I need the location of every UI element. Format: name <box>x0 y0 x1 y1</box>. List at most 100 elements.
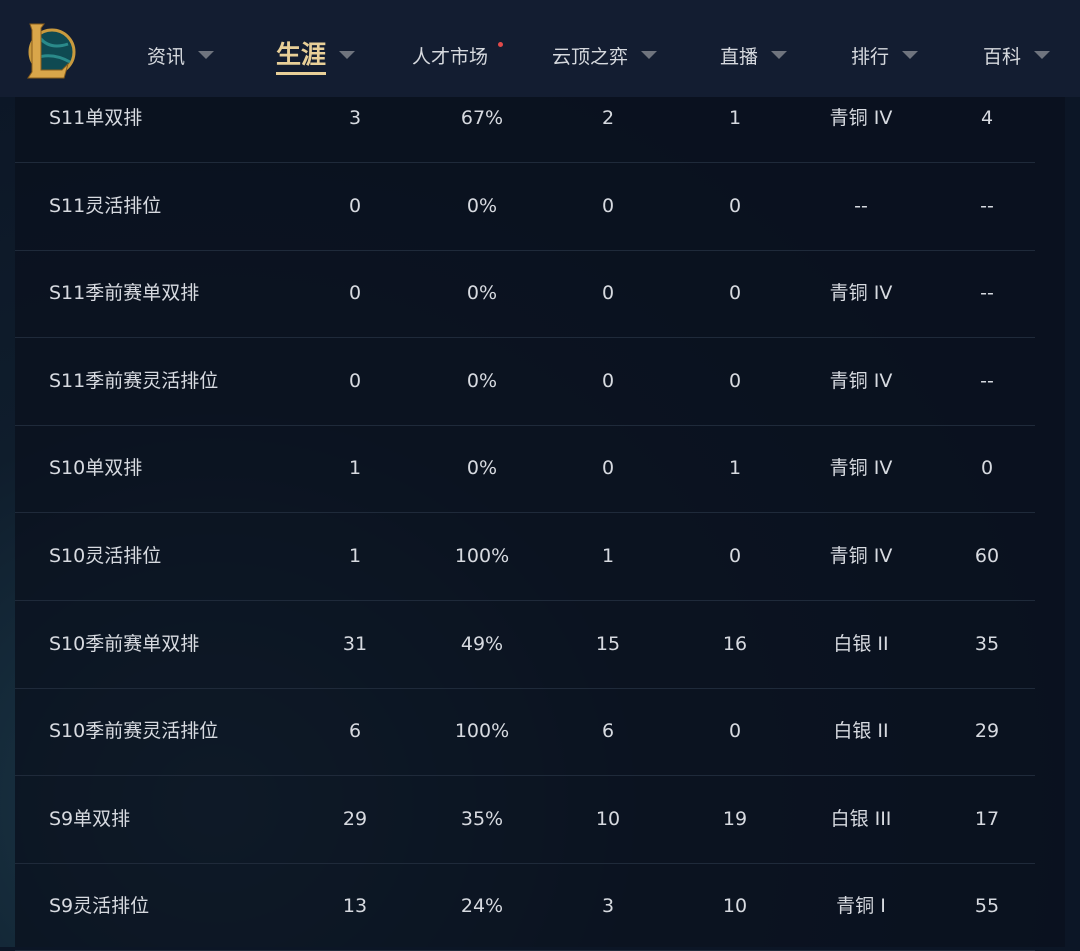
table-row: S11季前赛灵活排位 0 0% 0 0 青铜 IV -- <box>15 338 1035 426</box>
cell-points: 17 <box>974 807 1000 830</box>
chevron-down-icon <box>339 51 356 59</box>
cell-games: 31 <box>342 632 368 655</box>
cell-queue-name: S11单双排 <box>49 107 143 129</box>
lol-logo-icon[interactable] <box>22 22 76 82</box>
cell-win-rate: 49% <box>460 632 504 655</box>
nav-item-label: 直播 <box>720 45 759 68</box>
cell-points: -- <box>980 194 994 217</box>
cell-rank: 青铜 IV <box>829 107 893 129</box>
table-row: S10季前赛单双排 31 49% 15 16 白银 II 35 <box>15 601 1035 689</box>
table-row: S9单双排 29 35% 10 19 白银 III 17 <box>15 776 1035 864</box>
chevron-down-icon <box>771 51 788 59</box>
cell-losses: 19 <box>722 807 748 830</box>
cell-win-rate: 35% <box>460 807 504 830</box>
cell-games: 13 <box>342 895 368 918</box>
cell-points: 0 <box>980 457 994 480</box>
cell-rank: 青铜 I <box>836 895 886 918</box>
nav-item-3[interactable]: 云顶之弈 <box>552 40 658 70</box>
cell-games: 3 <box>348 107 362 129</box>
nav-item-2[interactable]: 人才市场 <box>412 40 503 70</box>
cell-win-rate: 100% <box>454 545 510 567</box>
cell-queue-name: S11季前赛灵活排位 <box>49 369 219 392</box>
cell-points: -- <box>980 282 994 305</box>
cell-losses: 0 <box>728 720 742 743</box>
nav-item-5[interactable]: 排行 <box>851 40 919 70</box>
notification-dot-icon <box>498 42 503 47</box>
nav-item-label: 人才市场 <box>412 45 489 68</box>
table-row: S11单双排 3 67% 2 1 青铜 IV 4 <box>15 75 1035 163</box>
table-row: S10单双排 1 0% 0 1 青铜 IV 0 <box>15 425 1035 514</box>
cell-queue-name: S11季前赛单双排 <box>49 282 200 305</box>
cell-points: -- <box>980 369 994 392</box>
table-row: S10灵活排位 1 100% 1 0 青铜 IV 60 <box>15 513 1035 601</box>
cell-win-rate: 0% <box>466 369 498 392</box>
cell-rank: 青铜 IV <box>829 369 893 392</box>
cell-wins: 2 <box>601 107 615 129</box>
cell-queue-name: S10季前赛灵活排位 <box>49 720 219 743</box>
table-row: S11灵活排位 0 0% 0 0 -- -- <box>15 163 1035 251</box>
cell-wins: 1 <box>601 545 615 567</box>
cell-win-rate: 0% <box>466 457 498 480</box>
cell-wins: 15 <box>595 632 621 655</box>
nav-item-0[interactable]: 资讯 <box>147 40 215 70</box>
cell-win-rate: 100% <box>454 720 510 743</box>
cell-games: 1 <box>348 457 362 480</box>
chevron-down-icon <box>198 51 215 59</box>
cell-rank: 白银 II <box>833 720 889 743</box>
cell-win-rate: 24% <box>460 895 504 918</box>
cell-losses: 1 <box>728 457 742 480</box>
cell-wins: 0 <box>601 194 615 217</box>
nav-item-label: 资讯 <box>147 45 186 68</box>
cell-losses: 0 <box>728 194 742 217</box>
nav-item-4[interactable]: 直播 <box>720 40 788 70</box>
cell-queue-name: S11灵活排位 <box>49 194 162 217</box>
cell-points: 55 <box>974 895 1000 918</box>
ranked-history-panel <box>15 97 1065 947</box>
cell-wins: 0 <box>601 457 615 480</box>
cell-rank: 青铜 IV <box>829 457 893 480</box>
cell-games: 6 <box>348 720 362 743</box>
nav-item-6[interactable]: 百科 <box>983 40 1051 70</box>
table-row: S11季前赛单双排 0 0% 0 0 青铜 IV -- <box>15 250 1035 339</box>
cell-games: 0 <box>348 369 362 392</box>
cell-losses: 0 <box>728 369 742 392</box>
cell-losses: 10 <box>722 895 748 918</box>
cell-losses: 1 <box>728 107 742 129</box>
chevron-down-icon <box>1034 51 1051 59</box>
cell-rank: 白银 III <box>830 807 892 830</box>
chevron-down-icon <box>902 51 919 59</box>
table-row: S9灵活排位 13 24% 3 10 青铜 I 55 <box>15 863 1035 951</box>
cell-wins: 10 <box>595 807 621 830</box>
cell-losses: 0 <box>728 545 742 567</box>
cell-win-rate: 0% <box>466 282 498 305</box>
nav-item-label: 百科 <box>983 45 1022 68</box>
cell-queue-name: S10灵活排位 <box>49 545 162 567</box>
cell-queue-name: S10季前赛单双排 <box>49 632 200 655</box>
cell-points: 60 <box>974 545 1000 567</box>
cell-wins: 6 <box>601 720 615 743</box>
cell-rank: 青铜 IV <box>829 282 893 305</box>
cell-queue-name: S9单双排 <box>49 807 131 830</box>
cell-games: 0 <box>348 194 362 217</box>
nav-item-label: 排行 <box>851 45 890 68</box>
cell-points: 35 <box>974 632 1000 655</box>
top-nav: 资讯 生涯 人才市场 云顶之弈 直播 排行 百科 <box>0 0 1080 97</box>
cell-rank: -- <box>854 194 868 217</box>
cell-points: 29 <box>974 720 1000 743</box>
nav-item-label: 生涯 <box>276 35 327 75</box>
cell-points: 4 <box>980 107 994 129</box>
cell-wins: 0 <box>601 369 615 392</box>
cell-wins: 0 <box>601 282 615 305</box>
cell-losses: 0 <box>728 282 742 305</box>
cell-queue-name: S10单双排 <box>49 457 143 480</box>
table-row: S10季前赛灵活排位 6 100% 6 0 白银 II 29 <box>15 688 1035 777</box>
cell-win-rate: 0% <box>466 194 498 217</box>
cell-wins: 3 <box>601 895 615 918</box>
cell-games: 0 <box>348 282 362 305</box>
nav-item-1[interactable]: 生涯 <box>276 40 356 75</box>
cell-losses: 16 <box>722 632 748 655</box>
chevron-down-icon <box>641 51 658 59</box>
cell-games: 29 <box>342 807 368 830</box>
nav-item-label: 云顶之弈 <box>552 45 629 68</box>
cell-rank: 青铜 IV <box>829 545 893 567</box>
